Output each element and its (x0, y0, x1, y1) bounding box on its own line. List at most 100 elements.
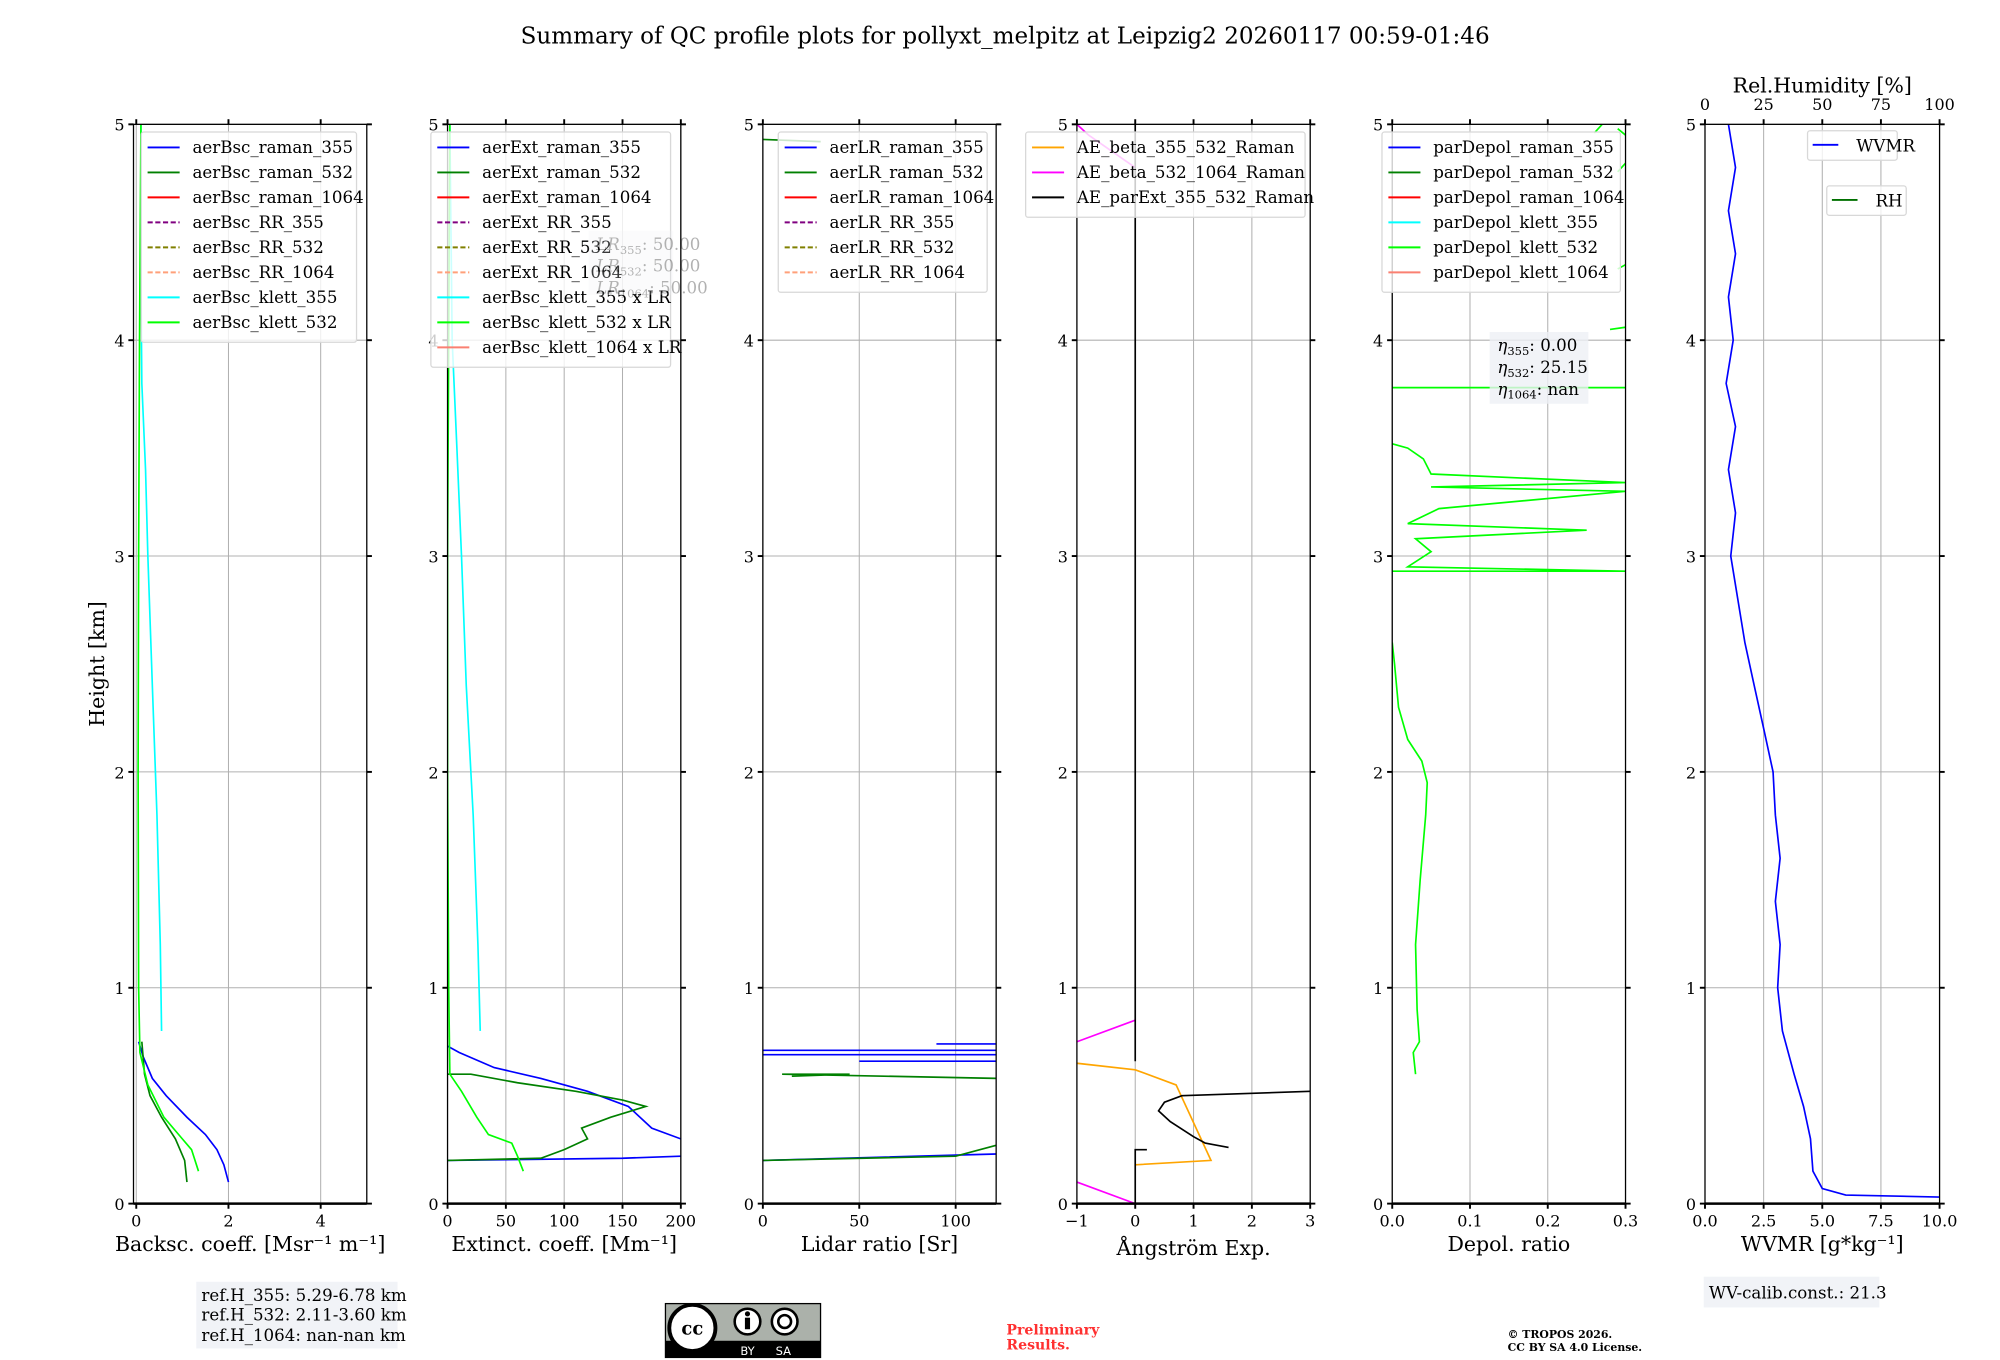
legend-box (1381, 131, 1622, 293)
legend-label: aerExt_raman_355 (482, 138, 641, 157)
y-tick-label: 5 (1058, 116, 1068, 135)
legend-box (1826, 185, 1907, 216)
sa-text: SA (776, 1344, 792, 1358)
y-tick-label: 4 (1058, 332, 1068, 351)
x-tick-label: 0 (442, 1212, 452, 1231)
x-tick-label: 100 (940, 1212, 971, 1231)
series-aerbsc-klett-532 (137, 124, 200, 1172)
legend-label: parDepol_klett_532 (1433, 238, 1598, 257)
x-tick-label: 2 (1247, 1212, 1257, 1231)
panel-backscatter: 0 2 4 0 1 2 3 4 5 Backsc. coeff. [Msr⁻¹ m⁻¹] aerBs… (114, 116, 385, 1256)
legend-label: aerBsc_klett_355 x LR (482, 288, 671, 307)
y-tick-label: 5 (428, 116, 438, 135)
figure-title: Summary of QC profile plots for pollyxt_… (521, 24, 1490, 50)
x-tick-label: 5.0 (1810, 1212, 1835, 1231)
y-tick-label: 0 (1058, 1195, 1068, 1214)
series-ae-beta-355-532-raman (1076, 1062, 1213, 1166)
legend-label: aerBsc_klett_1064 x LR (482, 338, 682, 357)
y-tick-label: 0 (428, 1195, 438, 1214)
x-axis-label: Depol. ratio (1447, 1232, 1570, 1256)
legend-label: aerBsc_RR_1064 (192, 263, 334, 282)
eta-box-line: η355: 0.00 (1497, 336, 1577, 358)
panel-depol: 0.0 0.1 0.2 0.3 0 1 2 3 4 5 Depol. ratio parDepol_r… (1373, 116, 1638, 1256)
y-tick-label: 2 (114, 763, 124, 782)
y-tick-label: 1 (1373, 979, 1383, 998)
y-tick-label: 2 (1058, 763, 1068, 782)
y-tick-label: 0 (114, 1195, 124, 1214)
y-tick-label: 5 (114, 116, 124, 135)
x-tick-label: 10.0 (1922, 1212, 1958, 1231)
legend-label: parDepol_raman_532 (1433, 163, 1614, 182)
series-ae-beta-532-1064-raman (1076, 124, 1136, 1204)
y-tick-label: 1 (744, 979, 754, 998)
lidar-ratio-box-line: LR355: 50.00 (595, 235, 700, 257)
y-tick-label: 4 (1686, 332, 1696, 351)
lidar-ratio-box-bg (588, 230, 674, 295)
y-tick-label: 3 (114, 547, 124, 566)
eta-box-line: η532: 25.15 (1497, 358, 1588, 380)
legend-label: aerBsc_klett_532 x LR (482, 313, 671, 332)
top-tick-label: 50 (1812, 95, 1832, 114)
cc-icon (667, 1302, 718, 1353)
y-tick-label: 5 (1686, 116, 1696, 135)
lidar-ratio-box-line: LR532: 50.00 (595, 257, 700, 279)
legend-box (1806, 130, 1898, 161)
legend-rh: RH (1826, 185, 1907, 216)
series-ae-parext-355-532-raman (1134, 124, 1311, 1204)
x-tick-label: 50 (496, 1212, 516, 1231)
refh-532: ref.H_532: 2.11-3.60 km (201, 1305, 406, 1324)
y-tick-label: 4 (1373, 332, 1383, 351)
panel-lidar-ratio: 0 50 100 0 1 2 3 4 5 Lidar ratio [Sr] aerLR_raman_… (744, 116, 1002, 1256)
legend-label: aerExt_raman_1064 (482, 188, 651, 207)
cc-by-sa-badge: cc BY SA (664, 1302, 822, 1359)
x-tick-label: 0.0 (1379, 1212, 1404, 1231)
x-tick-label: 7.5 (1868, 1212, 1893, 1231)
legend-label: aerLR_raman_1064 (830, 188, 995, 207)
reference-height-box: ref.H_355: 5.29-6.78 km ref.H_532: 2.11-… (196, 1281, 407, 1349)
refh-1064: ref.H_1064: nan-nan km (201, 1326, 406, 1345)
legend-label: aerBsc_klett_532 (192, 313, 337, 332)
x-tick-label: 4 (316, 1212, 326, 1231)
panel-extinction: 050100150200012345Extinct. coeff. [Mm⁻¹]… (428, 116, 696, 1256)
copyright-line2: CC BY SA 4.0 License. (1508, 1341, 1642, 1354)
x-tick-label: 1 (1188, 1212, 1198, 1231)
x-tick-label: 2 (223, 1212, 233, 1231)
x-tick-label: 0.2 (1535, 1212, 1560, 1231)
legend-label: WVMR (1856, 136, 1915, 155)
series-aerext-raman-532 (447, 1073, 649, 1162)
legend-label: parDepol_raman_1064 (1433, 188, 1624, 207)
y-tick-label: 4 (114, 332, 124, 351)
wv-calibration-box: WV-calib.const.: 21.3 (1703, 1276, 1887, 1308)
y-tick-label: 2 (744, 763, 754, 782)
x-tick-label: −1 (1065, 1212, 1089, 1231)
y-tick-label: 3 (1686, 547, 1696, 566)
legend-label: aerLR_raman_355 (830, 138, 984, 157)
refh-355: ref.H_355: 5.29-6.78 km (201, 1286, 406, 1305)
x-tick-label: 0 (1130, 1212, 1140, 1231)
x-tick-label: 2.5 (1751, 1212, 1776, 1231)
x-tick-label: 200 (666, 1212, 697, 1231)
legend-label: aerBsc_RR_532 (192, 238, 323, 257)
wv-calib-const: WV-calib.const.: 21.3 (1709, 1283, 1887, 1302)
y-tick-label: 2 (1686, 763, 1696, 782)
sa-icon (770, 1307, 799, 1336)
x-tick-label: 0.1 (1457, 1212, 1482, 1231)
y-tick-label: 0 (744, 1195, 754, 1214)
legend-label: aerLR_RR_1064 (830, 263, 965, 282)
legend-label: aerBsc_RR_355 (192, 213, 323, 232)
x-axis-label: Lidar ratio [Sr] (801, 1232, 958, 1256)
top-tick-label: 25 (1753, 95, 1773, 114)
y-tick-label: 0 (1373, 1195, 1383, 1214)
x-tick-label: 3 (1305, 1212, 1315, 1231)
x-tick-label: 50 (849, 1212, 869, 1231)
series-aerbsc-raman-532 (140, 1041, 188, 1183)
x-axis-label: Extinct. coeff. [Mm⁻¹] (451, 1232, 677, 1256)
x-axis-label: Ångström Exp. (1115, 1235, 1270, 1260)
legend-box (430, 131, 672, 368)
x-tick-label: 0 (758, 1212, 768, 1231)
legend-label: aerBsc_raman_1064 (192, 188, 363, 207)
